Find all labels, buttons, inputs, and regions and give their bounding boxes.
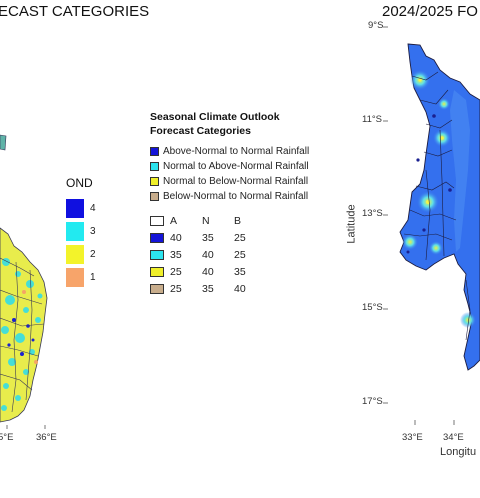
ond-label-4: 4 — [90, 203, 96, 214]
probability-b: 25 — [234, 248, 246, 261]
ond-legend: OND 4 3 2 1 — [66, 176, 96, 289]
ond-legend-title: OND — [66, 176, 93, 190]
probability-swatch — [150, 283, 164, 294]
ond-swatch-4 — [66, 199, 84, 218]
right-map-lake — [450, 90, 470, 252]
probability-header: A N B — [150, 212, 318, 229]
ond-legend-row: 2 — [66, 243, 96, 266]
probability-a: 25 — [170, 265, 182, 278]
probability-a: 25 — [170, 282, 182, 295]
forecast-categories-legend: Seasonal Climate Outlook Forecast Catego… — [150, 110, 318, 297]
category-swatch-above-normal — [150, 147, 159, 156]
ond-swatch-1 — [66, 268, 84, 287]
category-label: Normal to Below-Normal Rainfall — [163, 176, 309, 187]
category-swatch-normal-below — [150, 177, 159, 186]
probability-row: 25 35 40 — [150, 280, 318, 297]
right-y-tick-label-13s: 13°S — [362, 208, 383, 219]
ond-swatch-2 — [66, 245, 84, 264]
probability-header-a: A — [170, 214, 178, 227]
right-map-dark-dots — [406, 114, 452, 254]
probability-header-n: N — [202, 214, 210, 227]
ond-legend-row: 4 — [66, 197, 96, 220]
probability-header-b: B — [234, 214, 242, 227]
probability-n: 40 — [202, 248, 214, 261]
right-x-axis-label: Longitu — [440, 446, 477, 458]
left-map-blue-dots — [7, 318, 35, 356]
probability-row: 40 35 25 — [150, 229, 318, 246]
probability-n: 40 — [202, 265, 214, 278]
left-x-tick-label-2: 36°E — [36, 432, 57, 443]
probability-a: 40 — [170, 231, 182, 244]
left-map-orange-dots — [22, 290, 38, 364]
category-row: Below-Normal to Normal Rainfall — [150, 189, 318, 204]
probability-swatch — [150, 249, 164, 260]
category-swatch-below-normal — [150, 192, 159, 201]
category-row: Above-Normal to Normal Rainfall — [150, 144, 318, 159]
right-y-tick-label-15s: 15°S — [362, 302, 383, 313]
legend-title-line-1: Seasonal Climate Outlook — [150, 111, 280, 123]
probability-swatch — [150, 232, 164, 243]
left-map-landmass — [0, 227, 48, 423]
right-y-tick-label-11s: 11°S — [362, 114, 382, 125]
probability-swatch — [150, 266, 164, 277]
probability-row: 25 40 35 — [150, 263, 318, 280]
right-y-ticks — [383, 26, 388, 404]
left-map-district-lines — [0, 257, 45, 413]
probability-n: 35 — [202, 282, 214, 295]
ond-legend-row: 3 — [66, 220, 96, 243]
category-label: Below-Normal to Normal Rainfall — [163, 191, 309, 202]
ond-legend-row: 1 — [66, 266, 96, 289]
legend-title-line-2: Forecast Categories — [150, 125, 251, 137]
left-map-cyan-patches — [1, 258, 43, 411]
left-x-tick-label-1: 5°E — [0, 432, 14, 443]
right-map-title: 2024/2025 FO — [382, 3, 478, 20]
right-x-ticks — [414, 420, 455, 425]
left-forecast-map — [0, 134, 48, 429]
category-row: Normal to Below-Normal Rainfall — [150, 174, 318, 189]
right-y-tick-label-9s: 9°S — [368, 20, 384, 31]
right-forecast-map — [383, 26, 480, 425]
right-y-axis-label: Latitude — [345, 204, 358, 244]
probability-b: 35 — [234, 265, 246, 278]
left-map-fragment — [0, 134, 7, 151]
ond-label-3: 3 — [90, 226, 96, 237]
ond-label-2: 2 — [90, 249, 96, 260]
right-x-tick-label-33e: 33°E — [402, 432, 423, 443]
probability-b: 25 — [234, 231, 246, 244]
right-map-district-lines — [403, 71, 471, 341]
ond-label-1: 1 — [90, 272, 96, 283]
probability-n: 35 — [202, 231, 214, 244]
category-swatch-normal-above — [150, 162, 159, 171]
category-row: Normal to Above-Normal Rainfall — [150, 159, 318, 174]
right-y-tick-label-17s: 17°S — [362, 396, 383, 407]
left-map-title: ECAST CATEGORIES — [0, 3, 150, 20]
ond-swatch-3 — [66, 222, 84, 241]
probability-header-swatch — [150, 215, 164, 226]
category-label: Normal to Above-Normal Rainfall — [163, 161, 309, 172]
probability-a: 35 — [170, 248, 182, 261]
right-x-tick-label-34e: 34°E — [443, 432, 464, 443]
probability-row: 35 40 25 — [150, 246, 318, 263]
probability-b: 40 — [234, 282, 246, 295]
category-label: Above-Normal to Normal Rainfall — [163, 146, 310, 157]
